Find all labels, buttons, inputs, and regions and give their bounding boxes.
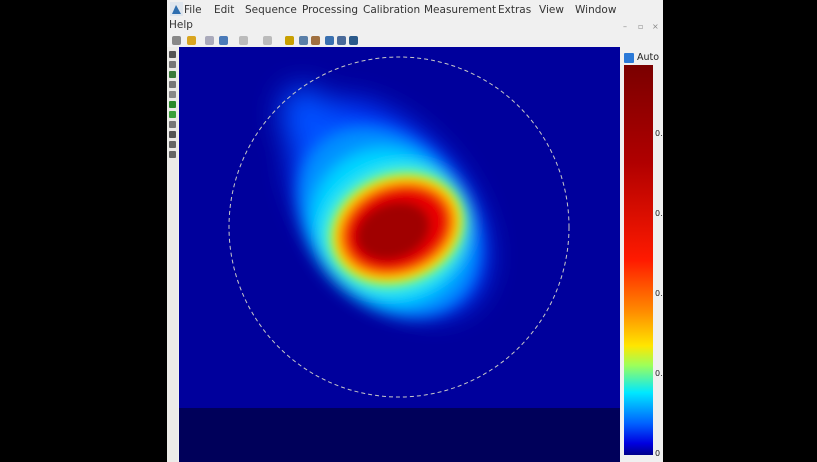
toolbar-button[interactable] <box>337 36 346 45</box>
toolbar-button[interactable] <box>299 36 308 45</box>
tool-button[interactable] <box>169 101 176 108</box>
screen: File Edit Sequence Processing Calibration Mea… <box>0 0 817 462</box>
toolbar <box>167 34 663 47</box>
menu-item[interactable]: Window <box>575 4 616 16</box>
toolbar-button[interactable] <box>325 36 334 45</box>
toolbar-button[interactable] <box>263 36 272 45</box>
tool-button[interactable] <box>169 151 176 158</box>
menu-item[interactable]: Calibration <box>363 4 420 16</box>
toolbar-button[interactable] <box>311 36 320 45</box>
tool-button[interactable] <box>169 61 176 68</box>
tool-button[interactable] <box>169 51 176 58</box>
auto-label[interactable]: Auto <box>637 52 659 63</box>
colorbar <box>624 65 653 455</box>
tool-button[interactable] <box>169 71 176 78</box>
menu-item[interactable]: View <box>539 4 564 16</box>
menu-item[interactable]: Processing <box>302 4 358 16</box>
toolbar-button[interactable] <box>219 36 228 45</box>
colorbar-tick-label: 0.8 <box>655 129 663 138</box>
tool-button[interactable] <box>169 141 176 148</box>
menu-item[interactable]: Measurement <box>424 4 496 16</box>
beam-image <box>179 47 620 462</box>
colorbar-tick-label: 0.6 <box>655 209 663 218</box>
tool-button[interactable] <box>169 111 176 118</box>
colorbar-tick-label: 0.4 <box>655 289 663 298</box>
tool-button[interactable] <box>169 91 176 98</box>
restore-button[interactable]: ▫ <box>638 22 643 31</box>
close-button[interactable]: × <box>652 22 659 31</box>
menu-item[interactable]: Extras <box>498 4 531 16</box>
toolbar-button[interactable] <box>285 36 294 45</box>
menu-item[interactable]: File <box>184 4 202 16</box>
tool-button[interactable] <box>169 131 176 138</box>
auto-checkbox[interactable] <box>624 53 634 63</box>
menu-bar: File Edit Sequence Processing Calibration Mea… <box>167 0 663 34</box>
side-toolbar <box>167 47 178 462</box>
colorbar-tick-label: 0.2 <box>655 369 663 378</box>
app-window: File Edit Sequence Processing Calibration Mea… <box>167 0 663 462</box>
colorbar-tick-label: 0 <box>655 449 660 458</box>
menu-item[interactable]: Help <box>169 19 193 31</box>
minimize-button[interactable]: – <box>623 22 627 31</box>
toolbar-button[interactable] <box>205 36 214 45</box>
toolbar-button[interactable] <box>187 36 196 45</box>
colorbar-panel: Auto 0.8 0.6 0.4 0.2 0 <box>621 47 663 462</box>
toolbar-button[interactable] <box>172 36 181 45</box>
app-icon <box>170 2 183 16</box>
toolbar-button[interactable] <box>239 36 248 45</box>
tool-button[interactable] <box>169 81 176 88</box>
tool-button[interactable] <box>169 121 176 128</box>
toolbar-button[interactable] <box>349 36 358 45</box>
menu-item[interactable]: Edit <box>214 4 234 16</box>
menu-item[interactable]: Sequence <box>245 4 297 16</box>
